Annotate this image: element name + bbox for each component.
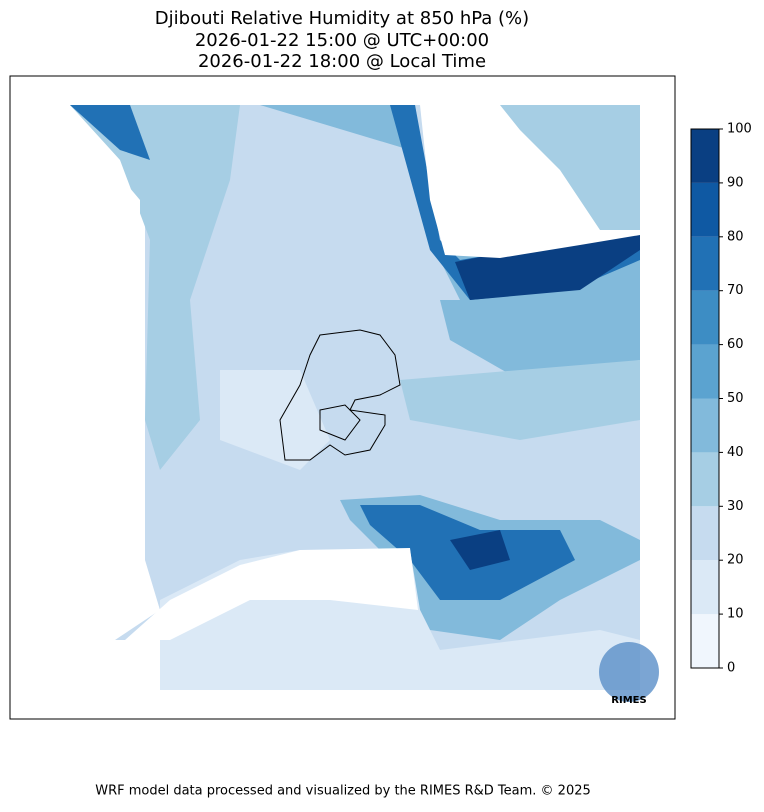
land-mask	[40, 105, 140, 320]
colorbar-segment	[691, 398, 719, 453]
colorbar-segment	[691, 506, 719, 561]
colorbar-tick-label: 80	[727, 229, 744, 244]
colorbar-segment	[691, 344, 719, 399]
colorbar: 0 10 20 30 40 50 60 70 80 90 100	[690, 122, 752, 676]
map: RIMES	[9, 75, 676, 720]
colorbar-tick-label: 90	[727, 175, 744, 190]
field-band	[440, 300, 640, 380]
colorbar-tick-label: 40	[727, 445, 744, 460]
colorbar-tick-label: 0	[727, 661, 735, 676]
colorbar-tick-label: 70	[727, 283, 744, 298]
title-line: 2026-01-22 18:00 @ Local Time	[198, 51, 486, 72]
country-border	[279, 329, 401, 461]
title-line: 2026-01-22 15:00 @ UTC+00:00	[195, 30, 489, 51]
colorbar-segment	[691, 182, 719, 237]
footer: WRF model data processed and visualized …	[95, 784, 591, 799]
colorbar-segment	[691, 290, 719, 345]
colorbar-segment	[691, 614, 719, 668]
colorbar-tick-label: 20	[727, 553, 744, 568]
logo-emblem	[599, 642, 659, 702]
land-mask	[125, 548, 418, 640]
field-band	[400, 360, 640, 440]
colorbar-tick-label: 10	[727, 607, 744, 622]
field-band	[220, 370, 330, 470]
colorbar-segment	[691, 129, 719, 183]
colorbar-tick-label: 60	[727, 337, 744, 352]
field-band	[70, 105, 150, 160]
colorbar-segment	[691, 560, 719, 615]
field-band	[455, 225, 640, 300]
colorbar-segment	[691, 236, 719, 291]
logo-text: RIMES	[611, 695, 646, 706]
colorbar-segment	[691, 452, 719, 507]
colorbar-tick-label: 50	[727, 391, 744, 406]
title-line: Djibouti Relative Humidity at 850 hPa (%…	[155, 8, 529, 29]
field-band	[500, 105, 640, 230]
colorbar-tick-label: 30	[727, 499, 744, 514]
field-band	[450, 530, 510, 570]
colorbar-tick-label: 100	[727, 122, 752, 137]
field-band	[70, 105, 240, 470]
